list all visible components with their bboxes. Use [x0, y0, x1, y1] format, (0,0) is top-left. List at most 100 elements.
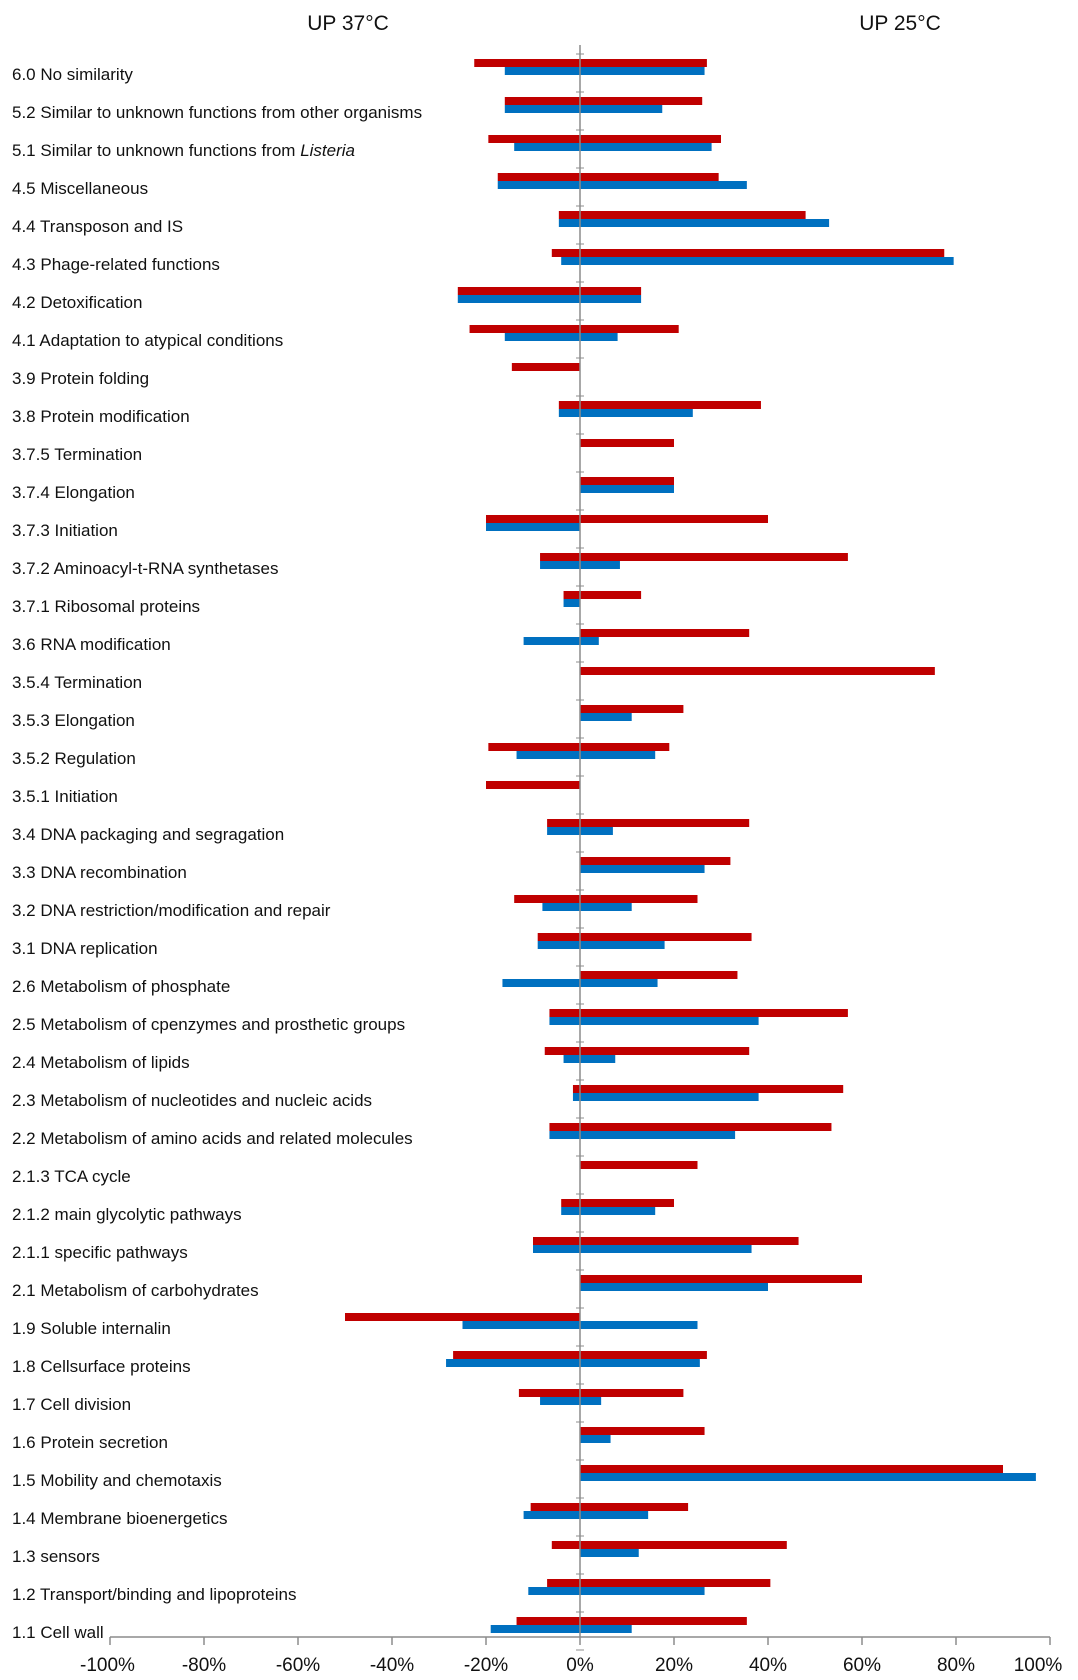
category-label: 3.7.1 Ribosomal proteins [12, 597, 200, 616]
category-label-text: 3.4 DNA packaging and segragation [12, 825, 284, 844]
bar-up-25 [580, 1321, 698, 1329]
bar-up-37 [547, 827, 580, 835]
category-label-text: 1.3 sensors [12, 1547, 100, 1566]
bar-up-37 [457, 287, 580, 295]
bar-up-25 [580, 1009, 848, 1017]
bar-up-37 [547, 819, 580, 827]
category-label-text: 3.7.4 Elongation [12, 483, 135, 502]
category-label: 1.4 Membrane bioenergetics [12, 1509, 227, 1528]
bar-up-25 [580, 219, 830, 227]
bar-up-37 [486, 523, 580, 531]
bar-up-25 [580, 1283, 768, 1291]
category-label-text: 3.9 Protein folding [12, 369, 149, 388]
bar-up-37 [504, 67, 580, 75]
category-label: 3.7.5 Termination [12, 445, 142, 464]
category-label: 3.7.4 Elongation [12, 483, 135, 502]
category-label-text: 6.0 No similarity [12, 65, 133, 84]
bar-up-37 [523, 637, 580, 645]
bar-up-37 [558, 409, 580, 417]
bar-up-25 [580, 59, 707, 67]
bar-up-37 [533, 1245, 580, 1253]
category-label: 3.2 DNA restriction/modification and rep… [12, 901, 331, 920]
header-up-25: UP 25°C [859, 12, 941, 35]
category-label-text: 3.2 DNA restriction/modification and rep… [12, 901, 331, 920]
bar-up-37 [558, 219, 580, 227]
category-label: 2.1 Metabolism of carbohydrates [12, 1281, 259, 1300]
category-label: 2.5 Metabolism of cpenzymes and prosthet… [12, 1015, 405, 1034]
bar-up-25 [580, 933, 752, 941]
category-label: 3.8 Protein modification [12, 407, 190, 426]
bar-up-37 [551, 249, 580, 257]
bar-up-25 [580, 105, 663, 113]
category-label: 3.5.1 Initiation [12, 787, 118, 806]
category-label-text: 2.6 Metabolism of phosphate [12, 977, 230, 996]
category-label: 4.4 Transposon and IS [12, 217, 183, 236]
category-label-text: 2.1.3 TCA cycle [12, 1167, 131, 1186]
bar-up-25 [580, 257, 954, 265]
bar-up-25 [580, 743, 670, 751]
category-label-text: 1.7 Cell division [12, 1395, 131, 1414]
bar-up-37 [537, 933, 580, 941]
bar-up-37 [547, 1579, 580, 1587]
bar-up-25 [580, 941, 665, 949]
bar-up-37 [533, 1237, 580, 1245]
category-label: 3.4 DNA packaging and segragation [12, 825, 284, 844]
bar-up-37 [511, 363, 580, 371]
bar-up-37 [490, 1625, 580, 1633]
bar-up-25 [580, 1549, 639, 1557]
bar-up-37 [497, 181, 580, 189]
bar-up-25 [580, 333, 618, 341]
bar-up-25 [580, 143, 712, 151]
bar-up-37 [528, 1587, 580, 1595]
bar-up-25 [580, 1473, 1036, 1481]
bar-up-37 [486, 781, 580, 789]
category-label-text: 4.3 Phage-related functions [12, 255, 220, 274]
category-label: 4.3 Phage-related functions [12, 255, 220, 274]
category-label-text: 3.1 DNA replication [12, 939, 158, 958]
category-label-text: 2.1 Metabolism of carbohydrates [12, 1281, 259, 1300]
category-label-text: 2.2 Metabolism of amino acids and relate… [12, 1129, 413, 1148]
bar-up-37 [561, 257, 580, 265]
bar-up-25 [580, 515, 768, 523]
category-label: 3.5.3 Elongation [12, 711, 135, 730]
header-up-37: UP 37°C [307, 12, 389, 35]
bar-up-25 [580, 667, 935, 675]
bar-up-25 [580, 561, 620, 569]
bar-up-25 [580, 1207, 656, 1215]
bar-up-37 [561, 1199, 580, 1207]
bar-up-37 [514, 895, 580, 903]
category-label-text: 3.8 Protein modification [12, 407, 190, 426]
category-label-text: 2.1.1 specific pathways [12, 1243, 188, 1262]
x-tick-label: -60% [276, 1655, 320, 1676]
category-label: 1.2 Transport/binding and lipoproteins [12, 1585, 296, 1604]
category-label: 5.1 Similar to unknown functions from Li… [12, 141, 355, 160]
bar-up-25 [580, 1435, 611, 1443]
bar-up-25 [580, 553, 848, 561]
category-label-text: 1.9 Soluble internalin [12, 1319, 171, 1338]
bar-up-25 [580, 1055, 616, 1063]
bar-up-25 [580, 1541, 787, 1549]
bar-up-37 [561, 1207, 580, 1215]
category-label: 3.9 Protein folding [12, 369, 149, 388]
bar-up-25 [580, 1427, 705, 1435]
bar-up-37 [540, 561, 580, 569]
category-label: 1.3 sensors [12, 1547, 100, 1566]
bar-up-37 [540, 1397, 580, 1405]
category-label: 6.0 No similarity [12, 65, 133, 84]
bar-up-37 [502, 979, 580, 987]
bar-up-25 [580, 211, 806, 219]
bar-up-25 [580, 173, 719, 181]
bar-up-37 [488, 743, 580, 751]
bar-up-25 [580, 1465, 1003, 1473]
bar-up-25 [580, 295, 642, 303]
category-label-text: 3.5.1 Initiation [12, 787, 118, 806]
category-label: 3.1 DNA replication [12, 939, 158, 958]
category-label: 3.7.3 Initiation [12, 521, 118, 540]
bar-up-37 [486, 515, 580, 523]
bar-up-37 [457, 295, 580, 303]
bar-up-25 [580, 325, 679, 333]
x-tick-label: -100% [80, 1655, 135, 1676]
category-label: 1.6 Protein secretion [12, 1433, 168, 1452]
bar-up-25 [580, 713, 632, 721]
